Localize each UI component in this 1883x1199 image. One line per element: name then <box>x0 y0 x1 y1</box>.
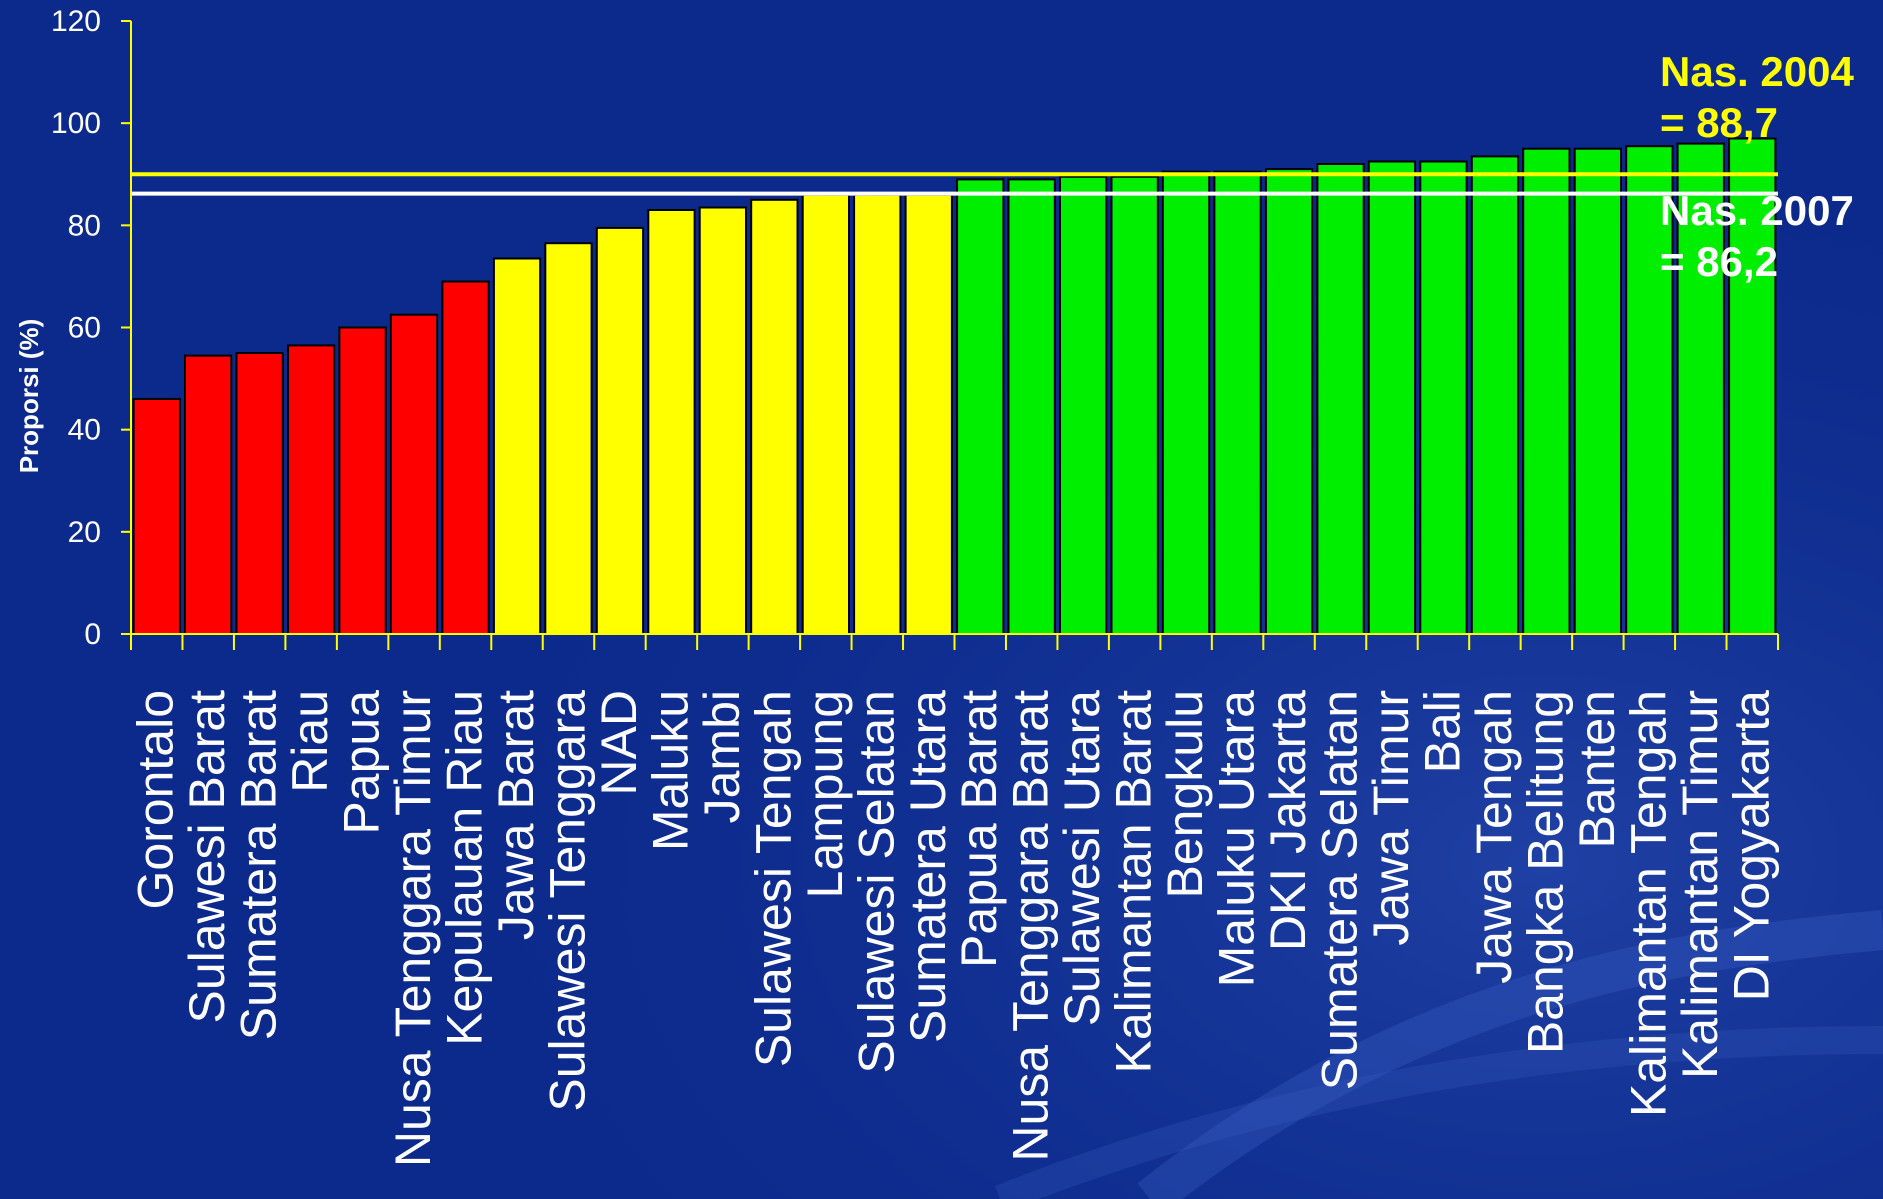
y-tick-label-40: 40 <box>68 414 101 447</box>
x-tick-label-papua: Papua <box>334 690 390 835</box>
x-tick-label-di-yogyakarta: DI Yogyakarta <box>1723 690 1779 1002</box>
bar-kepulauan-riau <box>441 280 490 635</box>
x-tick-label-maluku: Maluku <box>642 690 698 851</box>
x-tick-label-banten: Banten <box>1569 690 1625 848</box>
x-tick-label-jawa-timur: Jawa Timur <box>1363 690 1419 946</box>
y-axis-label: Proporsi (%) <box>14 319 44 474</box>
x-tick-label-kalimantan-timur: Kalimantan Timur <box>1672 690 1728 1079</box>
bar-sumatera-barat <box>235 352 284 635</box>
x-tick-label-sumatera-utara: Sumatera Utara <box>900 690 956 1043</box>
x-tick-label-sulawesi-selatan: Sulawesi Selatan <box>848 690 904 1074</box>
bar-maluku-utara <box>1213 170 1262 635</box>
bar-banten <box>1573 147 1622 635</box>
reference-label-2004-line1: Nas. 2004 <box>1660 48 1854 95</box>
bar-sumatera-utara <box>904 193 953 635</box>
x-tick-label-bali: Bali <box>1415 690 1471 773</box>
bar-kalimantan-barat <box>1110 175 1159 636</box>
y-tick-label-60: 60 <box>68 312 101 345</box>
x-tick-label-nusa-tenggara-barat: Nusa Tenggara Barat <box>1003 690 1059 1162</box>
x-tick-label-sulawesi-tengah: Sulawesi Tengah <box>745 690 801 1067</box>
bar-bengkulu <box>1161 170 1211 635</box>
bar-jawa-tengah <box>1470 155 1520 635</box>
x-tick-label-jawa-barat: Jawa Barat <box>488 690 544 940</box>
bar-nusa-tenggara-timur <box>389 313 439 635</box>
reference-label-2007-line1: Nas. 2007 <box>1660 187 1854 234</box>
bar-maluku <box>647 209 696 635</box>
x-tick-label-bangka-belitung: Bangka Belitung <box>1517 690 1573 1054</box>
x-tick-label-lampung: Lampung <box>797 690 853 899</box>
bar-dki-jakarta <box>1264 168 1314 635</box>
bar-gorontalo <box>132 398 181 635</box>
bar-jawa-barat <box>492 257 542 635</box>
reference-label-2007-line2: = 86,2 <box>1660 238 1778 285</box>
bar-bangka-belitung <box>1522 147 1571 635</box>
x-tick-label-jambi: Jambi <box>694 690 750 823</box>
bar-riau <box>287 344 336 635</box>
reference-label-2007: Nas. 2007 = 86,2 <box>1660 187 1854 285</box>
x-tick-label-jawa-tengah: Jawa Tengah <box>1466 690 1522 984</box>
x-tick-label-kalimantan-tengah: Kalimantan Tengah <box>1620 690 1676 1117</box>
x-tick-label-sulawesi-utara: Sulawesi Utara <box>1054 690 1110 1026</box>
bar-jambi <box>698 206 748 635</box>
bar-di-yogyakarta <box>1728 137 1777 635</box>
y-tick-label-80: 80 <box>68 209 101 242</box>
x-tick-label-sulawesi-barat: Sulawesi Barat <box>179 690 235 1024</box>
bar-sulawesi-selatan <box>853 193 902 635</box>
x-tick-label-gorontalo: Gorontalo <box>128 690 184 910</box>
background-swoosh <box>1137 910 1883 1199</box>
x-tick-label-kepulauan-riau: Kepulauan Riau <box>437 690 493 1046</box>
bar-sulawesi-tenggara <box>544 242 593 635</box>
x-tick-label-kalimantan-barat: Kalimantan Barat <box>1106 690 1162 1074</box>
x-tick-label-sumatera-selatan: Sumatera Selatan <box>1312 690 1368 1090</box>
bar-papua-barat <box>956 178 1005 635</box>
y-tick-label-0: 0 <box>84 618 101 651</box>
x-tick-label-nad: NAD <box>591 690 647 796</box>
reference-label-2004: Nas. 2004 = 88,7 <box>1660 48 1854 146</box>
x-tick-label-nusa-tenggara-timur: Nusa Tenggara Timur <box>385 690 441 1167</box>
y-tick-label-100: 100 <box>51 107 101 140</box>
x-tick-label-sulawesi-tenggara: Sulawesi Tenggara <box>540 690 596 1112</box>
bar-sumatera-selatan <box>1316 163 1365 635</box>
bar-sulawesi-tengah <box>750 198 799 636</box>
x-tick-label-sumatera-barat: Sumatera Barat <box>231 690 287 1040</box>
bar-jawa-timur <box>1367 160 1417 635</box>
bar-lampung <box>801 193 851 635</box>
y-tick-label-20: 20 <box>68 516 101 549</box>
background-swoosh-2 <box>994 1026 1883 1199</box>
bar-sulawesi-barat <box>184 354 233 635</box>
bar-papua <box>338 326 387 635</box>
x-tick-label-maluku-utara: Maluku Utara <box>1209 690 1265 988</box>
bar-sulawesi-utara <box>1059 175 1108 636</box>
bar-nad <box>595 226 645 635</box>
x-tick-label-papua-barat: Papua Barat <box>951 690 1007 968</box>
bar-bali <box>1419 160 1468 635</box>
reference-label-2004-line2: = 88,7 <box>1660 99 1778 146</box>
y-tick-label-120: 120 <box>51 5 101 38</box>
x-tick-label-bengkulu: Bengkulu <box>1157 690 1213 899</box>
x-tick-label-dki-jakarta: DKI Jakarta <box>1260 690 1316 951</box>
x-tick-label-riau: Riau <box>282 690 338 793</box>
bar-nusa-tenggara-barat <box>1007 178 1056 635</box>
